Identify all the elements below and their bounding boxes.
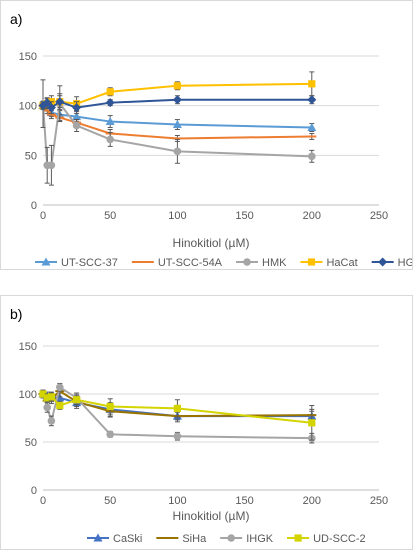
data-point: [106, 135, 114, 144]
y-tick-label: 50: [25, 150, 37, 162]
y-tick-label: 100: [19, 101, 37, 113]
x-tick-label: 0: [40, 495, 46, 507]
legend-marker: [227, 534, 235, 542]
data-point: [72, 112, 82, 121]
legend-marker: [243, 258, 251, 266]
y-tick-label: 0: [31, 200, 37, 212]
legend-item: HaCat: [300, 257, 358, 269]
x-tick-label: 100: [168, 495, 186, 507]
data-point: [173, 432, 182, 441]
y-tick-label: 150: [19, 51, 37, 63]
panel-label-a: a): [10, 11, 23, 27]
x-tick-label: 50: [104, 495, 116, 507]
legend-item: IHGK: [220, 533, 274, 545]
x-tick-label: 150: [235, 210, 253, 222]
data-point: [42, 98, 52, 108]
y-tick-label: 0: [31, 485, 37, 497]
legend-label: IHGK: [246, 533, 274, 545]
data-point: [47, 161, 56, 170]
legend-item: UD-SCC-2: [287, 533, 366, 545]
legend-item: UT-SCC-54A: [131, 257, 223, 269]
chart-panel-b: b) 0 50 100 150 0 50 100 150 200 250 Hinokitiol (µ…: [0, 295, 413, 550]
chart-b: 0 50 100 150 0 50 100 150 200 250 Hinokitiol (µM) C…: [19, 341, 389, 545]
series-ud-scc-2: [39, 390, 316, 441]
chart-panel-a: a) 0 50 100 150 0 50 100 150 200 250 Hinokitiol (µ…: [0, 0, 413, 270]
legend-marker: [307, 258, 316, 266]
data-point: [46, 103, 56, 113]
x-tick-label: 250: [370, 210, 388, 222]
legend-label: UT-SCC-37: [61, 257, 118, 269]
legend-label: UD-SCC-2: [313, 533, 366, 545]
legend-label: SiHa: [182, 533, 207, 545]
data-point: [308, 80, 316, 88]
x-tick-label: 150: [235, 495, 253, 507]
data-point: [307, 123, 317, 132]
data-point: [56, 383, 64, 392]
data-point: [106, 88, 114, 96]
x-tick-label: 200: [303, 495, 321, 507]
data-point: [43, 403, 51, 412]
legend-item: SiHa: [156, 533, 207, 545]
data-point: [173, 82, 181, 90]
x-tick-label: 0: [40, 210, 46, 222]
legend-item: HGF-1: [371, 257, 413, 269]
legend-label: HGF-1: [398, 257, 412, 269]
panel-label-b: b): [10, 306, 23, 322]
legend-marker: [93, 533, 103, 542]
data-point: [47, 417, 56, 425]
data-point: [72, 121, 81, 130]
x-axis-title: Hinokitiol (µM): [173, 509, 250, 523]
x-axis-title: Hinokitiol (µM): [173, 236, 250, 250]
y-tick-label: 100: [19, 389, 37, 401]
legend-marker: [378, 257, 388, 267]
data-point: [106, 402, 114, 411]
x-tick-label: 200: [303, 210, 321, 222]
legend-item: UT-SCC-37: [35, 257, 118, 269]
series-hgf-1: [38, 95, 317, 115]
data-point: [173, 404, 181, 412]
data-point: [47, 393, 55, 401]
legend-label: CaSki: [113, 533, 142, 545]
data-point: [105, 98, 115, 108]
x-tick-label: 250: [370, 495, 388, 507]
x-tick-label: 50: [104, 210, 116, 222]
data-point: [55, 97, 65, 107]
legend-marker: [41, 257, 51, 266]
legend-item: HMK: [236, 257, 287, 269]
data-point: [308, 152, 316, 161]
y-tick-label: 50: [25, 437, 37, 449]
data-point: [39, 390, 47, 398]
series-hacat: [39, 71, 316, 112]
data-point: [56, 401, 64, 410]
data-point: [172, 95, 182, 105]
data-point: [73, 396, 81, 404]
legend-marker: [294, 534, 302, 542]
legend-label: HMK: [262, 257, 287, 269]
data-point: [105, 117, 115, 126]
data-point: [43, 394, 51, 402]
chart-a: 0 50 100 150 0 50 100 150 200 250 Hinokitiol (µM) U…: [19, 51, 413, 269]
data-point: [307, 95, 317, 105]
data-point: [173, 147, 182, 156]
data-point: [106, 430, 114, 439]
legend-label: UT-SCC-54A: [158, 257, 223, 269]
data-point: [172, 120, 182, 129]
x-tick-label: 100: [168, 210, 186, 222]
legend-item: CaSki: [87, 533, 142, 545]
legend-label: HaCat: [326, 257, 357, 269]
y-tick-label: 150: [19, 341, 37, 353]
data-point: [72, 103, 82, 113]
data-point: [308, 419, 316, 427]
